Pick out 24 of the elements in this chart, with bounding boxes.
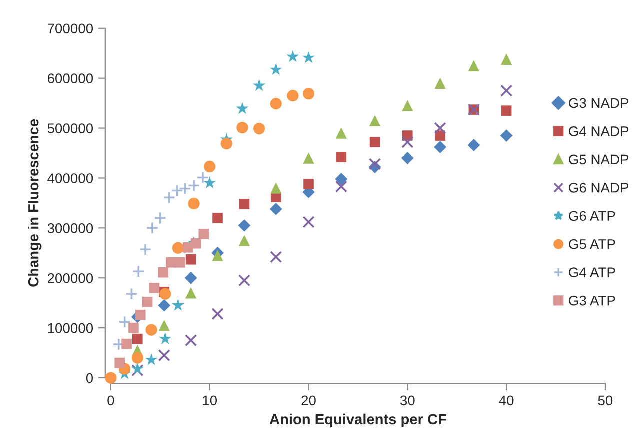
x-tick-label: 40 xyxy=(499,396,514,406)
legend-label: G6 ATP xyxy=(569,211,616,222)
legend-label: G5 ATP xyxy=(569,239,616,250)
legend-label: G4 ATP xyxy=(569,268,616,278)
legend-label: G5 NADP xyxy=(569,154,629,165)
legend-label: G4 NADP xyxy=(569,126,629,136)
x-tick-label: 10 xyxy=(203,396,218,406)
legend-label: G6 NADP xyxy=(569,182,629,193)
y-tick-label: 400000 xyxy=(48,174,94,184)
legend-label: G3 ATP xyxy=(569,296,616,306)
legend-label: G3 NADP xyxy=(569,98,629,108)
y-tick-label: 100000 xyxy=(48,323,94,334)
x-tick-label: 30 xyxy=(400,396,415,406)
y-tick-label: 300000 xyxy=(48,224,94,234)
y-tick-label: 600000 xyxy=(48,74,94,84)
x-tick-label: 50 xyxy=(598,396,613,406)
y-tick-label: 500000 xyxy=(48,124,94,134)
x-tick-label: 20 xyxy=(302,396,316,406)
y-tick-label: 0 xyxy=(86,373,94,384)
y-tick-label: 700000 xyxy=(48,24,94,34)
y-axis-title: Change in Fluorescence xyxy=(28,119,42,287)
y-tick-label: 200000 xyxy=(48,273,94,284)
x-axis-title: Anion Equivalents per CF xyxy=(270,414,446,428)
x-tick-label: 0 xyxy=(108,396,114,406)
